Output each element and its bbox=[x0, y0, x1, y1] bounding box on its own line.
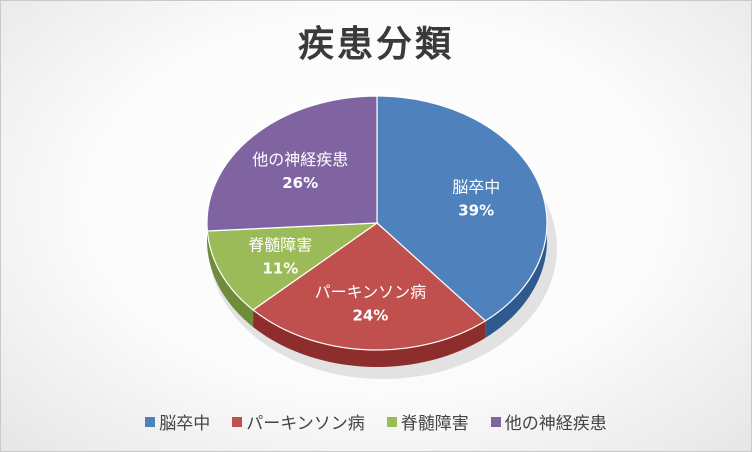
legend-swatch-4 bbox=[490, 416, 501, 427]
pie-slice-4 bbox=[206, 95, 378, 232]
chart-title: 疾患分類 bbox=[297, 24, 454, 65]
legend-item-1: 脳卒中 bbox=[145, 409, 210, 434]
legend: 脳卒中 パーキンソン病 脊髄障害 他の神経疾患 bbox=[1, 409, 751, 434]
data-label-value-3: 11% bbox=[262, 259, 298, 277]
pie-slice-2 bbox=[252, 222, 487, 351]
data-label-value-1: 39% bbox=[458, 201, 494, 219]
data-label-value-4: 26% bbox=[282, 174, 318, 192]
legend-item-4: 他の神経疾患 bbox=[490, 409, 607, 434]
legend-item-3: 脊髄障害 bbox=[386, 409, 469, 434]
data-label-name-4: 他の神経疾患 bbox=[252, 150, 348, 169]
data-label-name-3: 脊髄障害 bbox=[248, 235, 312, 254]
legend-label-2: パーキンソン病 bbox=[246, 414, 365, 434]
legend-label-4: 他の神経疾患 bbox=[504, 414, 607, 434]
legend-swatch-1 bbox=[145, 416, 156, 427]
legend-label-1: 脳卒中 bbox=[159, 414, 211, 434]
data-label-value-2: 24% bbox=[352, 307, 388, 325]
legend-label-3: 脊髄障害 bbox=[400, 414, 469, 434]
legend-swatch-3 bbox=[386, 416, 397, 427]
legend-swatch-2 bbox=[232, 416, 243, 427]
slice-side-2 bbox=[253, 309, 486, 367]
slice-side-1 bbox=[485, 223, 547, 338]
slice-side-3 bbox=[207, 230, 254, 327]
pie-slice-3 bbox=[206, 222, 380, 311]
data-label-name-2: パーキンソン病 bbox=[315, 283, 427, 302]
data-label-name-1: 脳卒中 bbox=[452, 177, 500, 196]
legend-item-2: パーキンソン病 bbox=[232, 409, 365, 434]
pie-slice-1 bbox=[376, 95, 548, 322]
